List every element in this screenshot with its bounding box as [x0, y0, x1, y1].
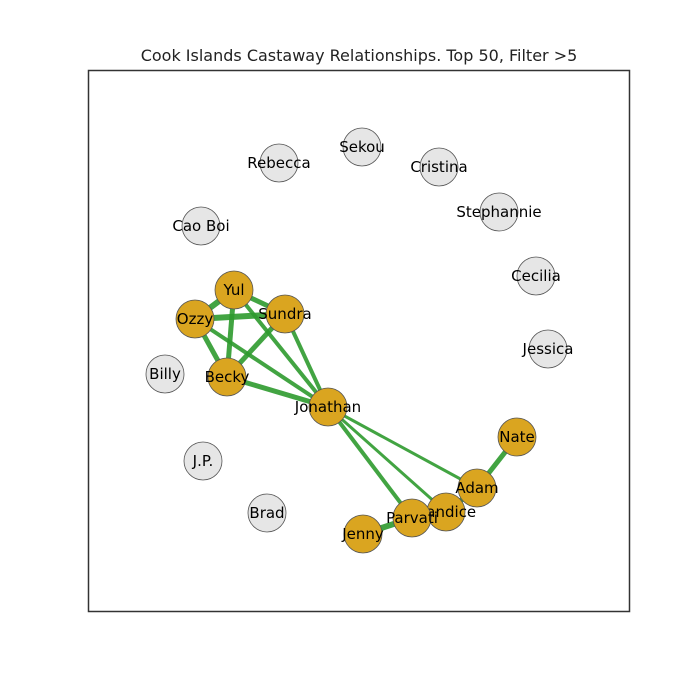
- node-circle-billy: [145, 354, 185, 394]
- node-label-becky: Becky: [205, 368, 250, 386]
- node-label-brad: Brad: [249, 504, 284, 522]
- node-parvati: Parvati: [386, 498, 438, 538]
- node-label-sundra: Sundra: [258, 305, 311, 323]
- edge-jonathan-adam: [327, 405, 478, 490]
- node-circle-ozzy: [175, 299, 215, 339]
- node-jonathan: Jonathan: [294, 387, 361, 427]
- node-cristina: Cristina: [410, 147, 468, 187]
- node-circle-becky: [207, 357, 247, 397]
- graph-title: Cook Islands Castaway Relationships. Top…: [140, 46, 578, 65]
- node-jenny: Jenny: [341, 514, 384, 554]
- node-label-jonathan: Jonathan: [294, 398, 361, 416]
- node-sekou: Sekou: [339, 127, 385, 167]
- node-stephannie: Stephannie: [456, 192, 542, 232]
- edge-jonathan-parvati: [326, 405, 414, 520]
- node-label-jenny: Jenny: [341, 525, 384, 543]
- node-label-ozzy: Ozzy: [177, 310, 214, 328]
- node-layer: Sekou Rebecca Cristina Stephannie Cao Boi Cec…: [145, 127, 574, 554]
- node-label-rebecca: Rebecca: [247, 154, 310, 172]
- node-circle-cristina: [419, 147, 459, 187]
- node-rebecca: Rebecca: [247, 143, 311, 183]
- node-circle-jonathan: [308, 387, 348, 427]
- node-cao-boi: Cao Boi: [172, 206, 230, 246]
- node-label-billy: Billy: [149, 365, 181, 383]
- node-circle-adam: [457, 468, 497, 508]
- edge-yul-jonathan: [232, 288, 330, 409]
- node-nate: Nate: [497, 417, 537, 457]
- node-yul: Yul: [214, 270, 254, 310]
- node-circle-nate: [497, 417, 537, 457]
- node-billy: Billy: [145, 354, 185, 394]
- node-adam: Adam: [455, 468, 499, 508]
- node-circle-stephannie: [479, 192, 519, 232]
- node-jessica: Jessica: [522, 329, 574, 369]
- node-circle-cao-boi: [181, 206, 221, 246]
- node-circle-cecilia: [516, 256, 556, 296]
- node-circle-rebecca: [259, 143, 299, 183]
- node-circle-brad: [247, 493, 287, 533]
- node-circle-sekou: [342, 127, 382, 167]
- node-label-adam: Adam: [455, 479, 498, 497]
- node-label-nate: Nate: [499, 428, 535, 446]
- edge-jonathan-candice: [327, 405, 447, 514]
- node-circle-parvati: [392, 498, 432, 538]
- node-label-cecilia: Cecilia: [511, 267, 561, 285]
- node-label-cristina: Cristina: [410, 158, 467, 176]
- node-circle-jenny: [343, 514, 383, 554]
- plot-frame: [87, 69, 631, 613]
- node-label-jessica: Jessica: [522, 340, 574, 358]
- node-label-cao-boi: Cao Boi: [172, 217, 229, 235]
- node-ozzy: Ozzy: [175, 299, 215, 339]
- node-circle-sundra: [265, 294, 305, 334]
- node-label-jp: J.P.: [192, 452, 214, 470]
- node-circle-jp: [183, 441, 223, 481]
- node-brad: Brad: [247, 493, 287, 533]
- node-becky: Becky: [205, 357, 250, 397]
- node-jp: J.P.: [183, 441, 223, 481]
- node-candice: Candice: [416, 492, 476, 532]
- node-label-yul: Yul: [222, 281, 244, 299]
- node-label-sekou: Sekou: [339, 138, 385, 156]
- node-label-stephannie: Stephannie: [456, 203, 541, 221]
- node-circle-jessica: [528, 329, 568, 369]
- node-label-parvati: Parvati: [386, 509, 438, 527]
- node-cecilia: Cecilia: [511, 256, 561, 296]
- node-circle-yul: [214, 270, 254, 310]
- edge-ozzy-jonathan: [193, 317, 330, 409]
- node-sundra: Sundra: [258, 294, 312, 334]
